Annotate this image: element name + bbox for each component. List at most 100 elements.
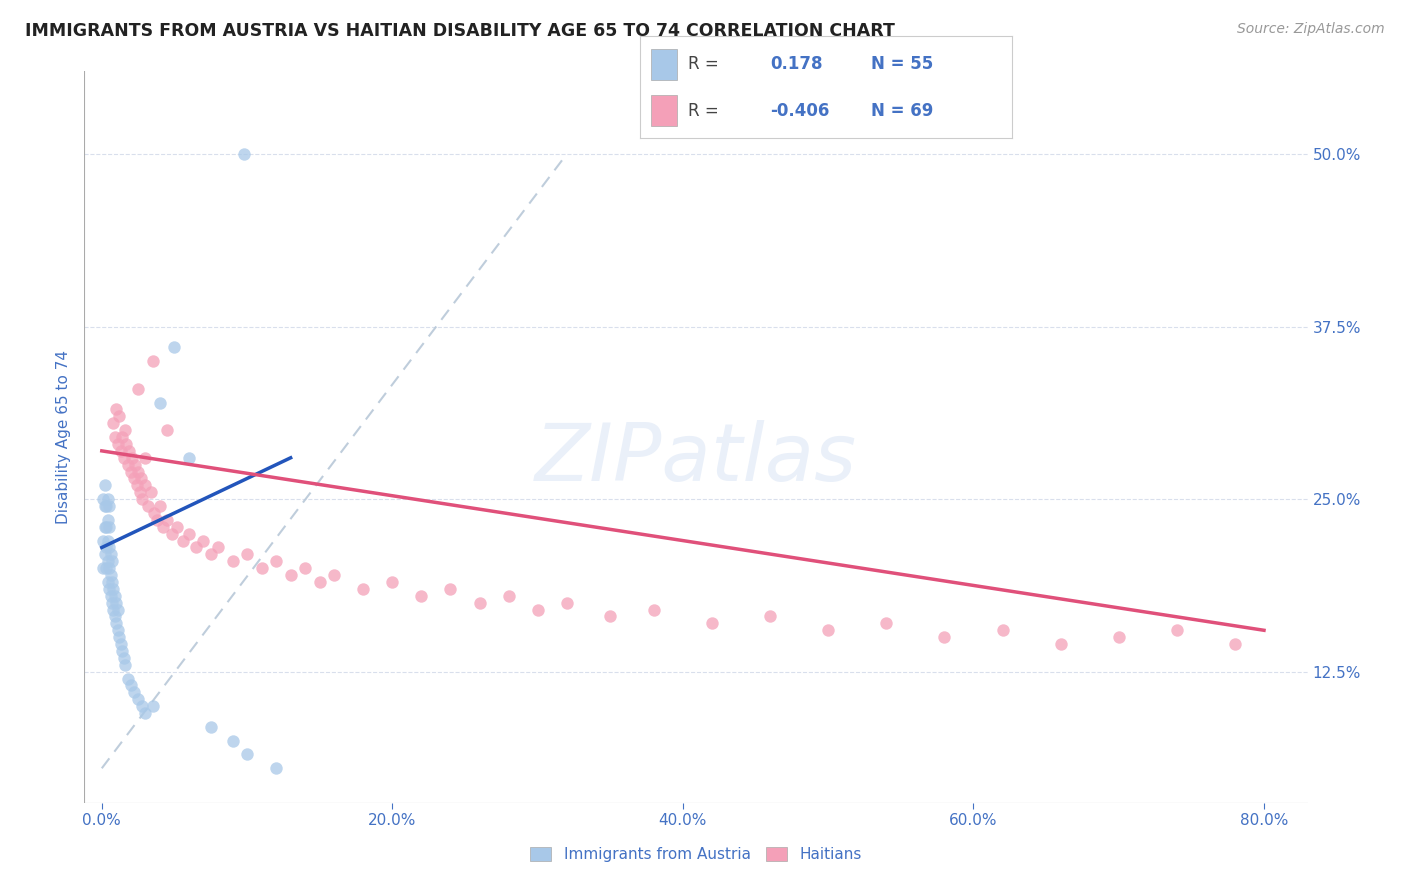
Point (498, 589, 520, 603)
Point (1223, 637, 1246, 651)
Point (108, 409, 131, 424)
Point (103, 602, 125, 616)
Point (160, 526, 183, 541)
Point (163, 340, 186, 354)
Point (103, 417, 125, 431)
Point (107, 624, 129, 638)
Point (103, 582, 125, 596)
Point (111, 644, 134, 658)
Point (101, 596, 124, 610)
Point (122, 685, 145, 699)
Point (352, 582, 374, 596)
Point (323, 568, 346, 582)
Text: -0.406: -0.406 (770, 102, 830, 120)
Point (141, 485, 163, 500)
Point (177, 526, 200, 541)
Point (200, 720, 222, 734)
Point (643, 602, 665, 616)
Point (142, 354, 165, 368)
Point (91, 561, 114, 575)
Point (177, 450, 200, 465)
Bar (651, 95, 678, 126)
Point (122, 471, 145, 485)
Point (294, 561, 316, 575)
Point (127, 465, 149, 479)
Point (105, 616, 128, 631)
Point (98, 541, 121, 555)
Point (105, 402, 128, 417)
Bar (651, 49, 678, 79)
Point (1108, 630, 1130, 644)
Point (131, 492, 153, 507)
Point (526, 602, 548, 616)
Point (250, 561, 273, 575)
Point (934, 630, 956, 644)
Point (1166, 624, 1188, 638)
Point (115, 437, 138, 451)
Text: N = 55: N = 55 (870, 55, 934, 73)
Point (93, 499, 115, 513)
Point (221, 554, 243, 568)
Point (94, 541, 117, 555)
Point (264, 761, 287, 775)
Point (105, 596, 128, 610)
Point (233, 147, 256, 161)
Point (759, 609, 782, 624)
Point (117, 458, 139, 472)
Point (700, 616, 723, 631)
Point (124, 458, 146, 472)
Text: R =: R = (688, 55, 718, 73)
Point (125, 478, 148, 492)
Point (101, 574, 124, 589)
Point (93, 548, 115, 562)
Point (207, 541, 229, 555)
Point (166, 520, 188, 534)
Point (381, 574, 404, 589)
Point (94, 520, 117, 534)
Point (1049, 637, 1071, 651)
Point (308, 574, 330, 589)
Point (136, 499, 159, 513)
Text: Source: ZipAtlas.com: Source: ZipAtlas.com (1237, 22, 1385, 37)
Point (98, 499, 121, 513)
Point (152, 520, 174, 534)
Point (142, 699, 165, 714)
Point (411, 589, 433, 603)
Point (93, 520, 115, 534)
Point (134, 478, 156, 492)
Point (98, 520, 121, 534)
Point (875, 616, 897, 631)
Point (97, 554, 120, 568)
Point (146, 513, 169, 527)
Text: R =: R = (688, 102, 718, 120)
Point (121, 450, 143, 465)
Point (128, 485, 150, 500)
Point (107, 602, 129, 616)
Point (439, 582, 461, 596)
Point (264, 554, 287, 568)
Point (118, 443, 141, 458)
Point (114, 657, 136, 672)
Point (100, 589, 122, 603)
Point (98, 582, 121, 596)
Point (107, 437, 129, 451)
Point (91, 533, 114, 548)
Point (94, 499, 117, 513)
Point (599, 609, 621, 624)
Point (104, 609, 127, 624)
Point (555, 596, 578, 610)
Point (143, 506, 166, 520)
Point (112, 651, 135, 665)
Point (112, 450, 135, 465)
Point (149, 499, 172, 513)
Y-axis label: Disability Age 65 to 74: Disability Age 65 to 74 (56, 350, 72, 524)
Point (280, 568, 302, 582)
Point (110, 637, 132, 651)
Point (100, 568, 122, 582)
Point (200, 548, 222, 562)
Point (156, 513, 179, 527)
Point (93, 478, 115, 492)
Point (156, 423, 179, 437)
Point (120, 465, 142, 479)
Point (149, 395, 172, 409)
